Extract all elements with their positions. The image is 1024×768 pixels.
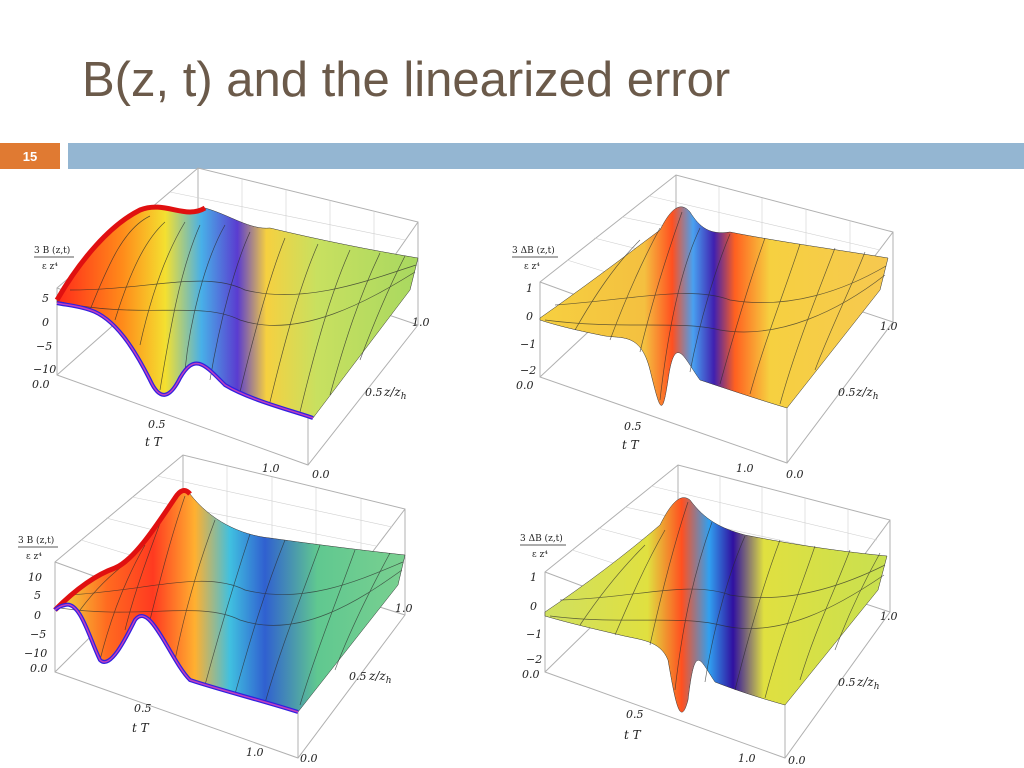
z-tick-br-3: −2: [526, 653, 542, 666]
t-tick-br-2: 1.0: [738, 752, 756, 765]
z-tick-br-2: −1: [526, 628, 542, 641]
zh-tick-bl-2: 1.0: [395, 602, 413, 615]
z-tick-bl-0: 10: [28, 571, 42, 584]
t-axis-label-bl: t T: [132, 721, 150, 735]
z-label-num-tl: 3 B (z,t): [34, 245, 70, 256]
z-tick-tl-1: 0: [42, 316, 49, 329]
t-tick-br-0: 0.0: [522, 668, 540, 681]
t-tick-tr-1: 0.5: [624, 420, 642, 433]
zh-tick-tl-2: 1.0: [412, 316, 430, 329]
zh-tick-tl-0: 0.0: [312, 468, 330, 481]
z-tick-tr-3: −2: [520, 364, 536, 377]
plot-bottom-right: 3 ΔB (z,t) ε z⁴ 1 0 −1 −2 0.0 0.5 1.0 t …: [520, 464, 898, 767]
t-tick-tl-1: 0.5: [148, 418, 166, 431]
t-tick-tl-0: 0.0: [32, 378, 50, 391]
plot-top-left: 3 B (z,t) ε z⁴ 5 0 −5 −10 0.0 0.5 1.0 t …: [32, 167, 430, 481]
t-axis-label-tl: t T: [145, 435, 163, 449]
z-tick-bl-4: −10: [24, 647, 47, 660]
z-tick-bl-3: −5: [30, 628, 46, 641]
zh-axis-label-br: z/zh: [856, 675, 879, 692]
plot-bottom-left: 3 B (z,t) ε z⁴ 10 5 0 −5 −10 0.0 0.5 1.0…: [18, 454, 413, 765]
z-tick-tr-0: 1: [526, 282, 533, 295]
t-tick-br-1: 0.5: [626, 708, 644, 721]
t-axis-label-br: t T: [624, 728, 642, 742]
zh-axis-label-tl: z/zh: [383, 385, 406, 402]
zh-tick-bl-1: 0.5: [349, 670, 367, 683]
slide-title: B(z, t) and the linearized error: [82, 53, 731, 107]
t-tick-tr-0: 0.0: [516, 379, 534, 392]
z-tick-br-0: 1: [530, 571, 537, 584]
z-tick-bl-2: 0: [34, 609, 41, 622]
z-tick-tl-2: −5: [36, 340, 52, 353]
z-label-num-bl: 3 B (z,t): [18, 535, 54, 546]
edge-curve-red-bl: [53, 488, 192, 612]
z-tick-tr-2: −1: [520, 338, 536, 351]
t-tick-bl-1: 0.5: [134, 702, 152, 715]
surface-tr: [539, 206, 889, 409]
z-label-num-br: 3 ΔB (z,t): [520, 533, 563, 544]
z-label-den-tl: ε z⁴: [42, 262, 58, 272]
z-label-den-bl: ε z⁴: [26, 552, 42, 562]
zh-tick-br-2: 1.0: [880, 610, 898, 623]
z-tick-bl-1: 5: [34, 589, 41, 602]
slide-number: 15: [0, 143, 60, 169]
zh-tick-tr-2: 1.0: [880, 320, 898, 333]
header-bar: [68, 143, 1024, 169]
zh-tick-tr-0: 0.0: [786, 468, 804, 481]
plot-top-right: 3 ΔB (z,t) ε z⁴ 1 0 −1 −2 0.0 0.5 1.0 t …: [512, 174, 898, 481]
zh-axis-label-tr: z/zh: [855, 385, 878, 402]
t-tick-bl-0: 0.0: [30, 662, 48, 675]
zh-tick-br-0: 0.0: [788, 754, 806, 767]
t-tick-tr-2: 1.0: [736, 462, 754, 475]
zh-axis-label-bl: z/zh: [368, 669, 391, 686]
z-label-den-br: ε z⁴: [532, 550, 548, 560]
zh-tick-br-1: 0.5: [838, 676, 856, 689]
t-tick-tl-2: 1.0: [262, 462, 280, 475]
t-axis-label-tr: t T: [622, 438, 640, 452]
surface-tl: [56, 206, 419, 419]
zh-tick-bl-0: 0.0: [300, 752, 318, 765]
z-label-den-tr: ε z⁴: [524, 262, 540, 272]
edge-curve-red-tl: [54, 204, 207, 302]
t-tick-bl-2: 1.0: [246, 746, 264, 759]
zh-tick-tl-1: 0.5: [365, 386, 383, 399]
z-tick-tl-3: −10: [33, 363, 56, 376]
z-tick-br-1: 0: [530, 600, 537, 613]
z-label-num-tr: 3 ΔB (z,t): [512, 245, 555, 256]
z-tick-tr-1: 0: [526, 310, 533, 323]
zh-tick-tr-1: 0.5: [838, 386, 856, 399]
z-tick-tl-0: 5: [42, 292, 49, 305]
surface-br: [544, 497, 888, 713]
